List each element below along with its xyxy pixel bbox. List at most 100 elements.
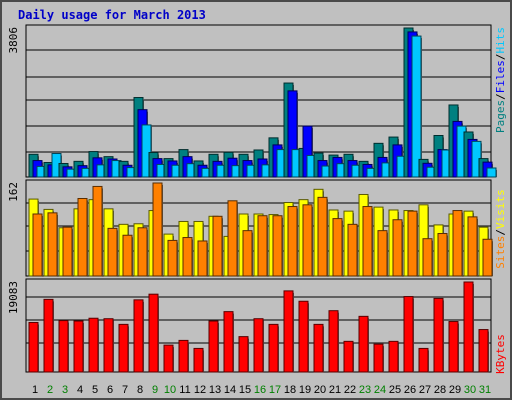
x-tick-label: 2: [47, 384, 53, 396]
bar-kbytes: [103, 318, 114, 373]
x-tick-label: 25: [389, 384, 401, 396]
x-tick-label: 21: [329, 384, 341, 396]
bar-hits: [486, 167, 497, 178]
legend-entry: /: [494, 229, 507, 236]
x-tick-label: 27: [419, 384, 431, 396]
bar-sites: [92, 185, 103, 277]
bar-sites: [272, 215, 283, 277]
legend-entry: KBytes: [494, 334, 507, 374]
bar-kbytes: [208, 320, 219, 373]
x-tick-label: 28: [434, 384, 446, 396]
legend-sites-visits: Sites/Visits: [494, 189, 507, 269]
chart-title: Daily usage for March 2013: [18, 8, 206, 22]
x-tick-label: 15: [239, 384, 251, 396]
x-tick-label: 10: [164, 384, 176, 396]
x-tick-label: 9: [152, 384, 158, 396]
bar-kbytes: [163, 344, 174, 373]
x-tick-label: 17: [269, 384, 281, 396]
bar-sites: [422, 238, 433, 277]
x-tick-label: 1: [32, 384, 38, 396]
x-tick-label: 4: [77, 384, 83, 396]
bar-sites: [77, 198, 88, 277]
bar-hits: [141, 124, 152, 178]
x-tick-label: 13: [209, 384, 221, 396]
x-tick-label: 8: [137, 384, 143, 396]
legend-entry: /: [494, 93, 507, 100]
bar-sites: [182, 237, 193, 277]
bar-kbytes: [433, 297, 444, 373]
bar-kbytes: [73, 320, 84, 373]
legend-entry: /: [494, 54, 507, 61]
legend-entry: Hits: [494, 27, 507, 54]
bar-kbytes: [448, 321, 459, 373]
x-tick-label: 3: [62, 384, 68, 396]
bar-kbytes: [358, 315, 369, 373]
bar-sites: [287, 206, 298, 277]
x-tick-label: 23: [359, 384, 371, 396]
bar-kbytes: [298, 300, 309, 373]
bar-sites: [362, 206, 373, 277]
bar-kbytes: [268, 323, 279, 373]
bar-kbytes: [343, 340, 354, 373]
bar-sites: [407, 210, 418, 277]
x-tick-label: 12: [194, 384, 206, 396]
bar-kbytes: [253, 318, 264, 373]
bar-kbytes: [43, 298, 54, 373]
bar-sites: [347, 223, 358, 277]
bar-sites: [317, 196, 328, 277]
bar-sites: [212, 215, 223, 277]
bar-kbytes: [133, 299, 144, 373]
bar-kbytes: [238, 336, 249, 373]
bar-kbytes: [58, 320, 69, 373]
bar-kbytes: [418, 347, 429, 373]
x-tick-label: 22: [344, 384, 356, 396]
x-tick-label: 6: [107, 384, 113, 396]
y-max-label-top: 3806: [7, 27, 20, 54]
bar-sites: [437, 233, 448, 277]
bar-sites: [122, 234, 133, 277]
bar-sites: [467, 216, 478, 277]
x-tick-label: 31: [479, 384, 491, 396]
bar-sites: [32, 213, 43, 277]
legend-kbytes: KBytes: [494, 334, 507, 374]
legend-entry: Pages: [494, 100, 507, 133]
x-tick-label: 11: [179, 384, 190, 396]
bar-sites: [47, 212, 58, 277]
bar-kbytes: [403, 296, 414, 373]
bar-sites: [137, 227, 148, 277]
y-max-label-bottom: 19083: [7, 281, 20, 314]
bar-sites: [167, 239, 178, 277]
legend-entry: Sites: [494, 236, 507, 269]
bar-sites: [227, 200, 238, 277]
bar-sites: [242, 230, 253, 277]
bar-sites: [452, 210, 463, 277]
bar-sites: [332, 218, 343, 277]
x-tick-label: 14: [224, 384, 236, 396]
bar-sites: [152, 182, 163, 277]
bar-kbytes: [283, 290, 294, 373]
bar-sites: [377, 230, 388, 277]
bar-hits: [411, 35, 422, 178]
bar-sites: [257, 215, 268, 277]
bar-kbytes: [148, 293, 159, 373]
bar-kbytes: [313, 323, 324, 373]
x-tick-label: 18: [284, 384, 296, 396]
bar-sites: [107, 227, 118, 277]
x-tick-label: 24: [374, 384, 386, 396]
x-tick-label: 30: [464, 384, 476, 396]
legend-pages-files-hits: Pages/Files/Hits: [494, 27, 507, 133]
bar-sites: [482, 238, 493, 277]
legend-entry: Files: [494, 60, 507, 93]
bar-kbytes: [388, 340, 399, 373]
bar-kbytes: [178, 339, 189, 373]
x-tick-label: 5: [92, 384, 98, 396]
bar-kbytes: [118, 323, 129, 373]
x-tick-label: 29: [449, 384, 461, 396]
bar-kbytes: [28, 321, 39, 373]
bar-kbytes: [373, 343, 384, 373]
bar-sites: [302, 204, 313, 277]
bar-sites: [197, 240, 208, 277]
x-tick-label: 20: [314, 384, 326, 396]
x-tick-label: 7: [122, 384, 128, 396]
